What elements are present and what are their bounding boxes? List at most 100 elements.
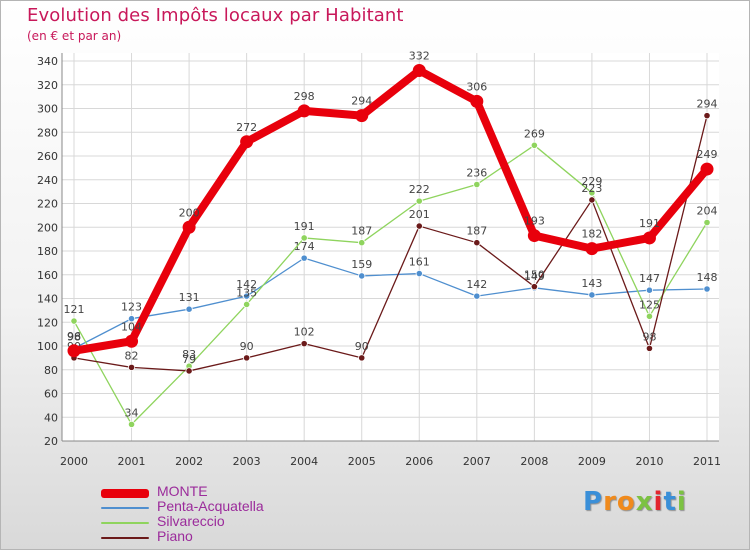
data-point bbox=[585, 242, 599, 256]
data-label: 298 bbox=[294, 90, 315, 103]
data-point bbox=[588, 196, 596, 204]
data-label: 121 bbox=[64, 303, 85, 316]
data-point bbox=[588, 189, 596, 197]
data-label: 236 bbox=[466, 167, 487, 180]
data-point bbox=[185, 305, 193, 313]
data-label: 135 bbox=[236, 286, 257, 299]
data-label: 142 bbox=[466, 278, 487, 291]
series-line-silvareccio bbox=[73, 144, 708, 426]
legend-label: Silvareccio bbox=[157, 513, 225, 529]
data-point bbox=[703, 218, 711, 227]
x-tick-label: 2011 bbox=[693, 455, 721, 468]
data-label: 142 bbox=[236, 278, 257, 291]
data-point bbox=[645, 312, 654, 320]
y-tick-label: 220 bbox=[37, 198, 58, 211]
data-point bbox=[588, 291, 596, 299]
data-point bbox=[470, 94, 484, 108]
data-point bbox=[473, 239, 481, 247]
data-point bbox=[642, 231, 656, 245]
legend-label: MONTE bbox=[157, 483, 208, 499]
y-tick-label: 280 bbox=[37, 126, 58, 139]
data-point bbox=[358, 272, 366, 280]
data-point bbox=[645, 286, 654, 294]
data-label: 98 bbox=[642, 330, 656, 343]
y-tick-label: 340 bbox=[37, 55, 58, 68]
data-point bbox=[473, 180, 481, 189]
series-line-monte bbox=[70, 66, 711, 355]
data-label: 306 bbox=[466, 80, 487, 93]
y-tick-label: 180 bbox=[37, 245, 58, 258]
logo-letter: o bbox=[616, 487, 636, 517]
y-tick-label: 20 bbox=[44, 435, 58, 448]
data-label: 200 bbox=[179, 206, 200, 219]
data-point bbox=[300, 254, 308, 262]
data-label: 222 bbox=[409, 183, 430, 196]
data-label: 96 bbox=[67, 330, 81, 343]
data-label: 125 bbox=[639, 298, 660, 311]
data-point bbox=[125, 334, 139, 348]
data-point bbox=[127, 363, 136, 371]
chart-title: Evolution des Impôts locaux par Habitant bbox=[27, 5, 404, 26]
x-tick-label: 2009 bbox=[578, 455, 606, 468]
data-label: 79 bbox=[182, 353, 196, 366]
data-label: 150 bbox=[524, 269, 545, 282]
data-label: 159 bbox=[351, 258, 372, 271]
logo-letter: i bbox=[653, 487, 664, 517]
data-point bbox=[240, 135, 254, 149]
data-point bbox=[243, 354, 251, 362]
data-point bbox=[703, 285, 711, 293]
data-label: 272 bbox=[236, 121, 257, 134]
y-tick-label: 140 bbox=[37, 293, 58, 306]
x-tick-label: 2005 bbox=[348, 455, 376, 468]
data-label: 83 bbox=[182, 348, 196, 361]
data-point bbox=[412, 64, 426, 77]
data-label: 332 bbox=[409, 50, 430, 63]
data-label: 102 bbox=[294, 326, 315, 339]
data-point bbox=[415, 197, 423, 205]
series-line-penta-acquatella bbox=[73, 257, 708, 350]
y-tick-label: 320 bbox=[37, 79, 58, 92]
x-tick-label: 2008 bbox=[520, 455, 548, 468]
y-tick-label: 200 bbox=[37, 221, 58, 234]
data-point bbox=[415, 222, 423, 230]
data-point bbox=[243, 300, 251, 309]
data-point bbox=[300, 340, 308, 348]
legend-swatch bbox=[101, 522, 149, 524]
data-label: 182 bbox=[581, 228, 602, 241]
x-tick-label: 2010 bbox=[635, 455, 663, 468]
legend-swatch bbox=[101, 488, 149, 498]
series-line-piano bbox=[73, 114, 708, 372]
y-tick-label: 120 bbox=[37, 316, 58, 329]
data-point bbox=[355, 109, 369, 123]
x-tick-label: 2007 bbox=[463, 455, 491, 468]
legend-swatch bbox=[101, 507, 149, 509]
data-label: 249 bbox=[697, 148, 718, 161]
y-tick-label: 260 bbox=[37, 150, 58, 163]
data-label: 223 bbox=[581, 182, 602, 195]
y-tick-label: 240 bbox=[37, 174, 58, 187]
data-point bbox=[415, 269, 423, 278]
data-label: 143 bbox=[581, 277, 602, 290]
data-label: 90 bbox=[240, 340, 254, 353]
data-label: 147 bbox=[639, 272, 660, 285]
data-label: 201 bbox=[409, 208, 430, 221]
data-point bbox=[185, 367, 193, 375]
data-label: 131 bbox=[179, 291, 200, 304]
chart-subtitle: (en € et par an) bbox=[27, 29, 122, 43]
y-tick-label: 60 bbox=[44, 388, 58, 401]
data-point bbox=[530, 141, 538, 149]
legend-label: Penta-Acquatella bbox=[157, 498, 264, 514]
data-label: 90 bbox=[355, 340, 369, 353]
logo-letter: i bbox=[676, 487, 687, 517]
proxiti-logo: Proxiti bbox=[583, 487, 687, 517]
legend-swatch bbox=[101, 537, 149, 539]
x-tick-label: 2002 bbox=[175, 455, 203, 468]
data-label: 193 bbox=[524, 215, 545, 228]
x-tick-label: 2001 bbox=[118, 455, 146, 468]
data-point bbox=[297, 104, 311, 118]
data-point bbox=[703, 112, 711, 120]
data-point bbox=[67, 344, 81, 358]
data-point bbox=[358, 239, 366, 247]
data-label: 269 bbox=[524, 127, 545, 140]
